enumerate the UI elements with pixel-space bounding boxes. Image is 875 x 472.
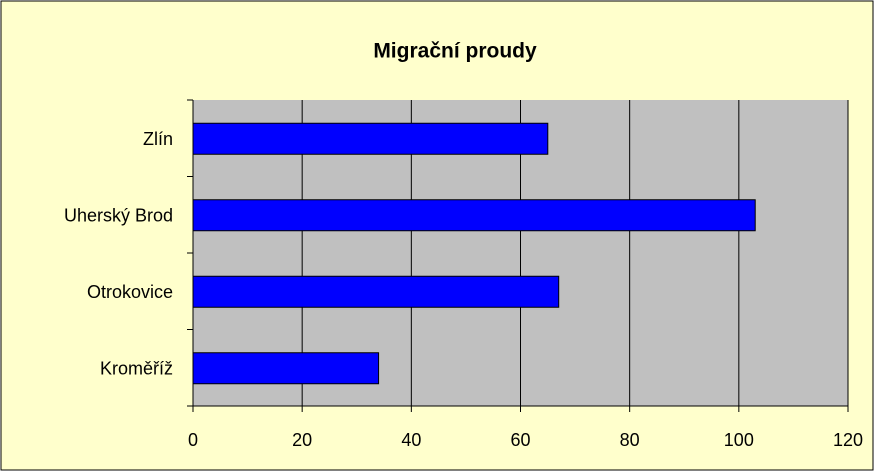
bar [192,199,756,232]
x-tick-label: 20 [292,430,312,450]
x-tick-label: 0 [188,430,198,450]
bar [192,352,380,385]
x-tick-label: 40 [401,430,421,450]
x-tick-label: 80 [620,430,640,450]
bar [192,122,549,155]
y-tick-label: Zlín [143,129,173,149]
chart-title: Migrační proudy [373,40,537,63]
y-tick-label: Otrokovice [87,282,173,302]
x-tick-label: 60 [510,430,530,450]
x-tick-label: 120 [833,430,863,450]
x-tick-label: 100 [724,430,754,450]
y-tick-label: Kroměříž [100,359,173,379]
bar [192,275,560,308]
y-tick-label: Uherský Brod [64,206,173,226]
